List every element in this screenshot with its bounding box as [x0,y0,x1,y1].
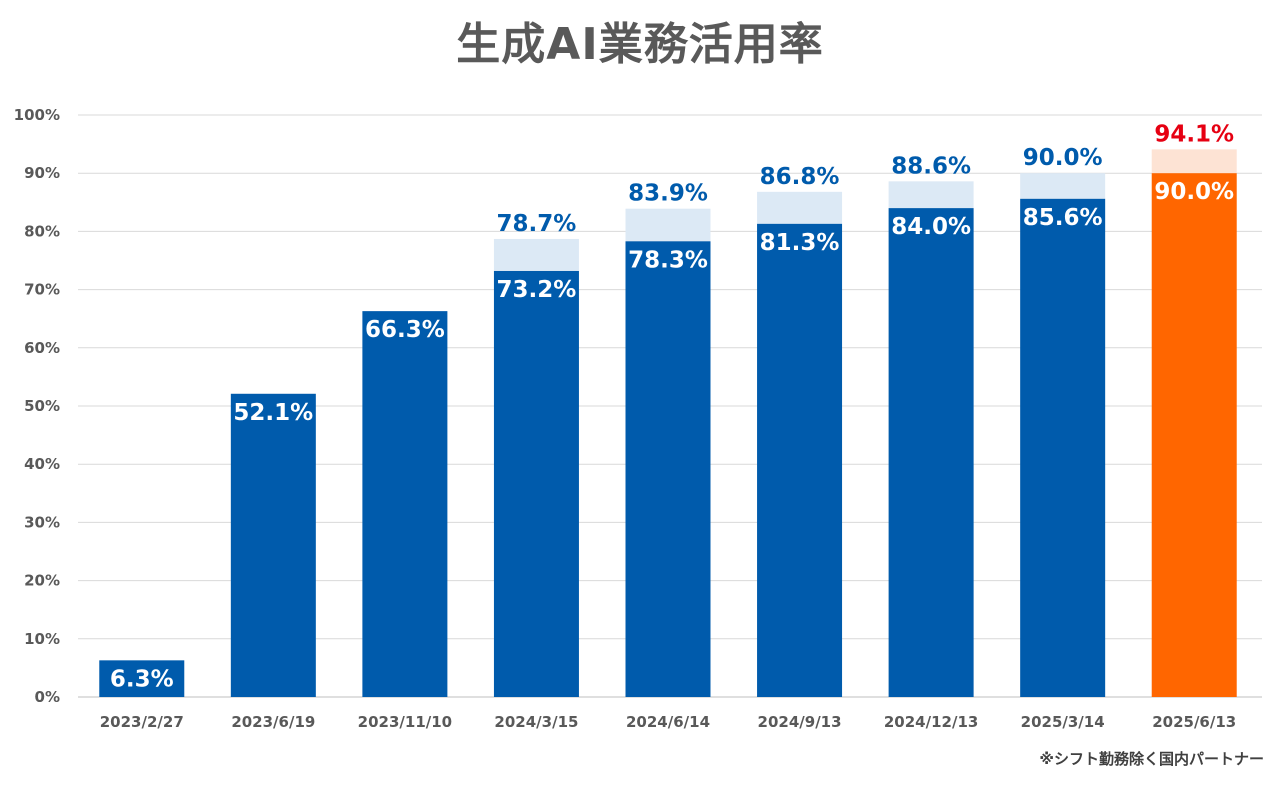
bars [99,149,1237,698]
data-label-inside: 66.3% [365,317,445,343]
data-label-inside: 81.3% [760,230,840,256]
y-tick-label: 70% [24,281,60,299]
data-label-inside: 84.0% [891,214,971,240]
footnote: ※シフト勤務除く国内パートナー [1039,750,1264,768]
data-label-inside: 90.0% [1154,179,1234,205]
data-label-top: 78.7% [497,211,577,237]
y-tick-label: 90% [24,164,60,182]
x-tick-label: 2024/9/13 [758,713,842,731]
x-tick-label: 2025/3/14 [1021,713,1105,731]
bar-upper-segment [625,208,711,242]
bar [1151,173,1237,697]
x-tick-label: 2023/11/10 [358,713,452,731]
x-tick-label: 2024/6/14 [626,713,710,731]
x-tick-label: 2025/6/13 [1152,713,1236,731]
data-label-top: 90.0% [1023,145,1103,171]
data-label-top: 94.1% [1154,121,1234,147]
data-label-inside: 73.2% [497,277,577,303]
data-label-inside: 85.6% [1023,205,1103,231]
data-label-inside: 52.1% [233,400,313,426]
x-axis-ticks: 2023/2/27 2023/6/19 2023/11/10 2024/3/15 202… [100,713,1236,731]
y-axis-ticks: 0% 10% 20% 30% 40% 50% 60% 70% 80% 90% 100% [14,106,60,706]
data-label-top: 83.9% [628,181,708,207]
bar-upper-segment [757,191,843,224]
bar-upper-segment [1020,173,1106,199]
y-tick-label: 100% [14,106,60,124]
y-tick-label: 20% [24,572,60,590]
data-label-top: 88.6% [891,153,971,179]
y-tick-label: 40% [24,455,60,473]
data-labels: 6.3% 52.1% 66.3% 78.7% 73.2% 83.9% 78.3% 86.8% 8… [110,121,1234,692]
bar [362,311,448,697]
bar-upper-segment [493,238,579,271]
bar [625,241,711,697]
y-tick-label: 10% [24,630,60,648]
bar [757,223,843,698]
x-tick-label: 2023/2/27 [100,713,184,731]
bar [493,270,579,697]
x-tick-label: 2024/3/15 [494,713,578,731]
bar [99,660,185,697]
data-label-inside: 6.3% [110,666,174,692]
bar [888,208,974,697]
chart-title: 生成AI業務活用率 [456,19,824,70]
bar [1020,198,1106,698]
y-tick-label: 50% [24,397,60,415]
data-label-top: 86.8% [760,164,840,190]
bar [230,393,316,697]
x-tick-label: 2024/12/13 [884,713,978,731]
y-tick-label: 60% [24,339,60,357]
bar-upper-segment [1151,149,1237,174]
y-tick-label: 80% [24,222,60,240]
data-label-inside: 78.3% [628,247,708,273]
y-tick-label: 30% [24,513,60,531]
bar-upper-segment [888,181,974,209]
x-tick-label: 2023/6/19 [231,713,315,731]
y-tick-label: 0% [35,688,60,706]
